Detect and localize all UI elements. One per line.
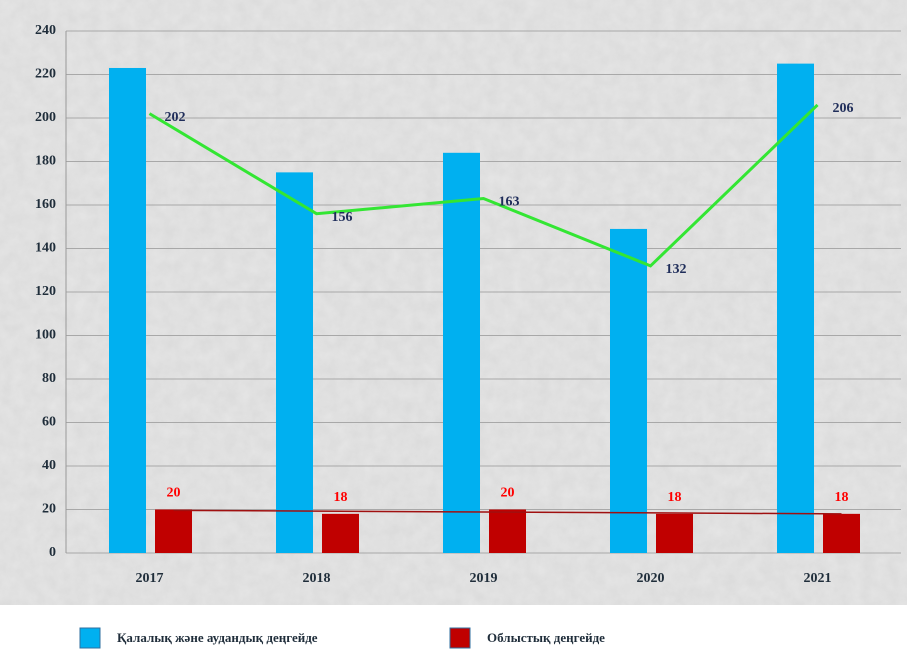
data-label: 20 — [167, 486, 181, 501]
legend-label: Қалалық және аудандық деңгейде — [117, 630, 318, 645]
y-tick-label: 40 — [42, 458, 56, 473]
x-tick-label: 2017 — [136, 571, 164, 586]
y-tick-label: 120 — [35, 284, 56, 299]
y-tick-label: 0 — [49, 545, 56, 560]
bar — [276, 172, 313, 553]
y-tick-label: 160 — [35, 197, 56, 212]
y-tick-label: 140 — [35, 241, 56, 256]
data-label: 18 — [668, 490, 682, 505]
legend-label: Облыстық деңгейде — [487, 630, 605, 645]
bar — [656, 513, 693, 553]
data-label: 206 — [833, 101, 854, 116]
data-label: 202 — [165, 110, 186, 125]
data-label: 132 — [666, 262, 687, 277]
data-label: 156 — [332, 210, 353, 225]
bar — [155, 509, 192, 553]
x-tick-label: 2019 — [470, 571, 498, 586]
y-tick-label: 220 — [35, 67, 56, 82]
y-tick-label: 20 — [42, 502, 56, 517]
y-tick-label: 180 — [35, 154, 56, 169]
data-label: 163 — [499, 195, 520, 210]
x-tick-label: 2018 — [303, 571, 331, 586]
bar — [610, 228, 647, 554]
bar — [489, 509, 526, 553]
data-label: 20 — [501, 486, 515, 501]
x-tick-label: 2021 — [804, 571, 832, 586]
bar — [322, 513, 359, 553]
y-tick-label: 100 — [35, 328, 56, 343]
y-tick-label: 240 — [35, 23, 56, 38]
y-tick-label: 60 — [42, 415, 56, 430]
x-tick-label: 2020 — [637, 571, 665, 586]
legend-swatch — [79, 627, 101, 649]
trendline — [173, 509, 842, 515]
y-tick-label: 80 — [42, 371, 56, 386]
data-label: 18 — [334, 490, 348, 505]
bar — [109, 67, 146, 553]
y-tick-label: 200 — [35, 110, 56, 125]
legend-swatch — [449, 627, 471, 649]
bar — [443, 152, 480, 554]
bar — [823, 513, 860, 553]
bar — [777, 63, 814, 553]
data-label: 18 — [835, 490, 849, 505]
line-series — [148, 103, 819, 268]
